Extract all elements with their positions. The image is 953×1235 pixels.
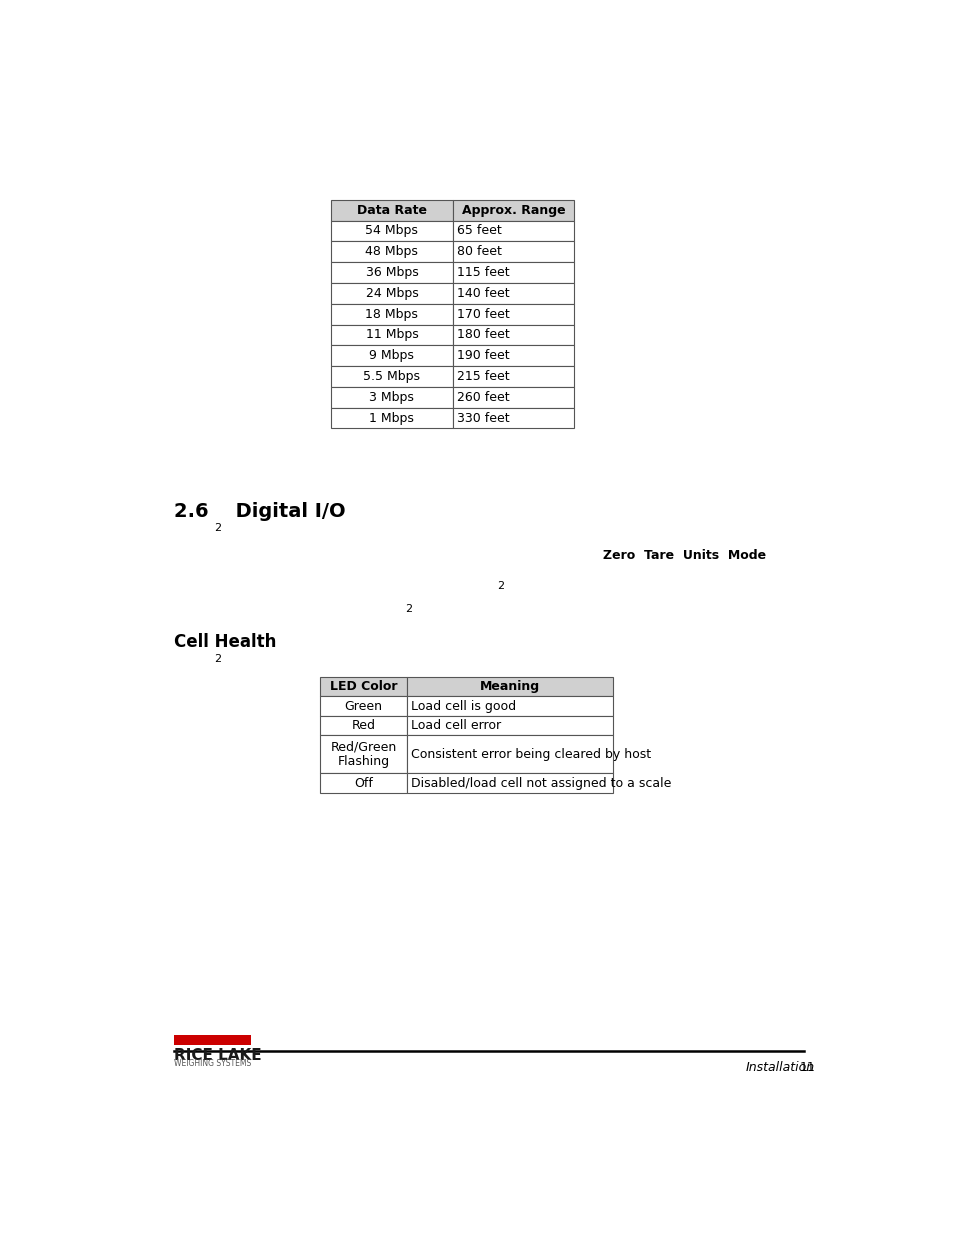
Bar — [320, 735, 406, 773]
Text: 2: 2 — [213, 524, 221, 534]
Bar — [406, 773, 612, 793]
Bar — [331, 408, 453, 429]
Bar — [406, 716, 612, 735]
Bar — [331, 221, 453, 241]
Text: 2: 2 — [405, 604, 412, 614]
Bar — [453, 346, 574, 366]
Bar — [320, 677, 406, 697]
Text: 65 feet: 65 feet — [456, 225, 501, 237]
Bar — [453, 221, 574, 241]
Text: 48 Mbps: 48 Mbps — [365, 246, 418, 258]
Bar — [406, 677, 612, 697]
Bar — [331, 200, 453, 221]
Bar — [453, 304, 574, 325]
Text: 330 feet: 330 feet — [456, 411, 510, 425]
Text: 215 feet: 215 feet — [456, 370, 510, 383]
Text: Approx. Range: Approx. Range — [461, 204, 565, 216]
Text: 115 feet: 115 feet — [456, 266, 510, 279]
Text: Disabled/load cell not assigned to a scale: Disabled/load cell not assigned to a sca… — [411, 777, 671, 789]
Bar — [331, 304, 453, 325]
Bar — [320, 716, 406, 735]
Text: 18 Mbps: 18 Mbps — [365, 308, 418, 321]
Text: Off: Off — [354, 777, 373, 789]
Text: Meaning: Meaning — [479, 680, 539, 693]
Text: 140 feet: 140 feet — [456, 287, 510, 300]
Bar — [453, 408, 574, 429]
Text: Cell Health: Cell Health — [173, 634, 276, 651]
Text: 24 Mbps: 24 Mbps — [365, 287, 417, 300]
Text: 36 Mbps: 36 Mbps — [365, 266, 417, 279]
Bar — [453, 325, 574, 346]
Text: 11 Mbps: 11 Mbps — [365, 329, 417, 341]
Text: 9 Mbps: 9 Mbps — [369, 350, 414, 362]
Text: 180 feet: 180 feet — [456, 329, 510, 341]
Bar — [173, 1035, 251, 1045]
Text: Consistent error being cleared by host: Consistent error being cleared by host — [411, 747, 651, 761]
Bar — [331, 366, 453, 387]
Text: Installation: Installation — [744, 1061, 814, 1073]
Bar — [331, 241, 453, 262]
Text: Zero  Tare  Units  Mode: Zero Tare Units Mode — [602, 548, 765, 562]
Text: 80 feet: 80 feet — [456, 246, 501, 258]
Bar — [453, 366, 574, 387]
Bar — [453, 387, 574, 408]
Bar — [331, 283, 453, 304]
Text: Red: Red — [351, 719, 375, 732]
Bar — [406, 697, 612, 716]
Bar — [453, 283, 574, 304]
Text: 5.5 Mbps: 5.5 Mbps — [363, 370, 420, 383]
Text: Red/Green
Flashing: Red/Green Flashing — [330, 740, 396, 768]
Bar — [331, 387, 453, 408]
Text: 170 feet: 170 feet — [456, 308, 510, 321]
Bar — [320, 773, 406, 793]
Bar — [320, 697, 406, 716]
Bar — [331, 325, 453, 346]
Bar — [331, 262, 453, 283]
Text: 260 feet: 260 feet — [456, 390, 510, 404]
Text: Load cell is good: Load cell is good — [411, 699, 516, 713]
Text: Green: Green — [344, 699, 382, 713]
Bar — [453, 200, 574, 221]
Text: 3 Mbps: 3 Mbps — [369, 390, 414, 404]
Text: 54 Mbps: 54 Mbps — [365, 225, 418, 237]
Text: Load cell error: Load cell error — [411, 719, 500, 732]
Bar — [453, 262, 574, 283]
Text: RICE LAKE: RICE LAKE — [173, 1049, 261, 1063]
Text: 1 Mbps: 1 Mbps — [369, 411, 414, 425]
Text: WEIGHING SYSTEMS: WEIGHING SYSTEMS — [173, 1060, 251, 1068]
Text: Data Rate: Data Rate — [356, 204, 426, 216]
Text: 2: 2 — [213, 655, 221, 664]
Text: LED Color: LED Color — [330, 680, 396, 693]
Text: 11: 11 — [799, 1061, 814, 1073]
Text: 2: 2 — [497, 580, 504, 590]
Bar — [331, 346, 453, 366]
Text: 190 feet: 190 feet — [456, 350, 510, 362]
Bar — [406, 735, 612, 773]
Text: 2.6    Digital I/O: 2.6 Digital I/O — [173, 503, 345, 521]
Bar — [453, 241, 574, 262]
